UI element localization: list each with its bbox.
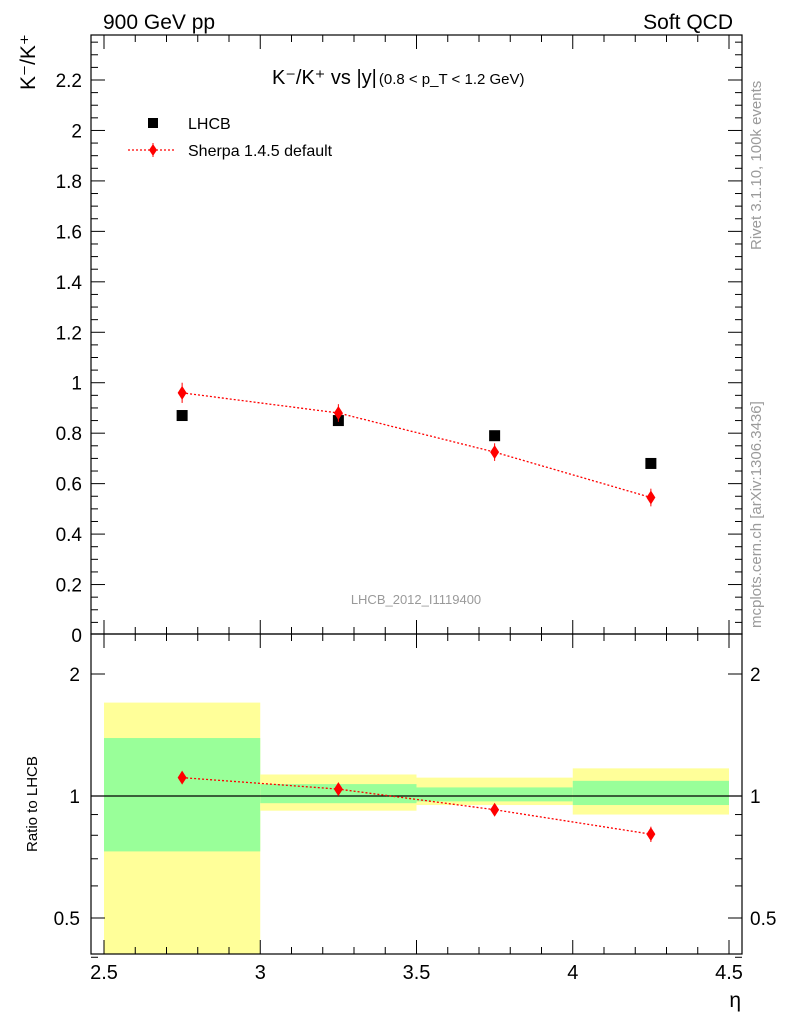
plot-title-main: K⁻/K⁺ vs |y| xyxy=(272,67,377,89)
y-tick-label: 1.6 xyxy=(56,222,82,243)
y-tick-label: 0.2 xyxy=(56,576,82,597)
y-tick-label: 0.8 xyxy=(56,424,82,445)
ratio-panel-layer xyxy=(91,702,742,954)
mcplots-credit-text: mcplots.cern.ch [arXiv:1306.3436] xyxy=(748,401,765,628)
data-marks-layer xyxy=(176,382,657,843)
y-tick-label: 0.6 xyxy=(56,475,82,496)
analysis-id-label: LHCB_2012_I1119400 xyxy=(351,592,481,607)
x-axis-label: η xyxy=(729,989,741,1012)
y-tick-label: 0 xyxy=(71,626,82,647)
legend-marker-sherpa xyxy=(149,144,157,156)
y-axis-label: K⁻/K⁺ xyxy=(17,34,40,90)
x-tick-label: 2.5 xyxy=(90,962,118,984)
ratio-band-inner xyxy=(572,780,729,806)
lhcb-point xyxy=(176,410,188,422)
legend: LHCB Sherpa 1.4.5 default xyxy=(128,116,333,160)
lhcb-point xyxy=(489,430,501,442)
axes-ticks-layer: 2.5 3 3.5 4 4.5 0 0.2 0.4 0.6 0.8 1 1.2 1.4 1.6 1.8 2 2.… xyxy=(54,35,776,984)
ratio-sherpa-point xyxy=(646,827,656,842)
ratio-band-inner xyxy=(416,787,573,802)
y-tick-label: 2.2 xyxy=(56,71,82,92)
x-tick-label: 3.5 xyxy=(403,962,431,984)
ratio-y-tick-label-right: 2 xyxy=(750,665,761,686)
ratio-y-tick-label-right: 0.5 xyxy=(750,909,776,930)
ratio-y-tick-label: 1 xyxy=(69,787,80,808)
plot-title-range: (0.8 < p_T < 1.2 GeV) xyxy=(379,71,525,88)
y-tick-label: 1.8 xyxy=(56,172,82,193)
x-tick-label: 4.5 xyxy=(715,962,743,984)
ratio-y-tick-label: 0.5 xyxy=(54,909,80,930)
y-tick-label: 1 xyxy=(71,374,82,395)
sherpa-point xyxy=(177,385,187,400)
x-tick-label: 4 xyxy=(567,962,578,984)
category-label: Soft QCD xyxy=(643,11,733,34)
ratio-sherpa-point xyxy=(333,782,343,797)
lhcb-point xyxy=(645,457,657,469)
y-tick-label: 1.2 xyxy=(56,323,82,344)
ratio-sherpa-point xyxy=(490,802,500,817)
ratio-y-tick-label: 2 xyxy=(69,665,80,686)
ratio-sherpa-line xyxy=(182,776,651,835)
sherpa-line xyxy=(182,392,652,499)
sherpa-point xyxy=(490,445,500,460)
sherpa-point xyxy=(646,490,656,505)
legend-marker-lhcb xyxy=(148,118,158,128)
ratio-y-axis-label: Ratio to LHCB xyxy=(24,756,41,852)
ratio-y-tick-label-right: 1 xyxy=(750,787,761,808)
x-tick-label: 3 xyxy=(255,962,266,984)
ratio-sherpa-point xyxy=(177,770,187,785)
sherpa-point xyxy=(333,406,343,420)
legend-label-lhcb: LHCB xyxy=(188,116,231,133)
energy-label: 900 GeV pp xyxy=(103,11,215,34)
y-tick-label: 2 xyxy=(71,121,82,142)
ratio-band-inner xyxy=(104,738,261,852)
legend-label-sherpa: Sherpa 1.4.5 default xyxy=(188,143,333,160)
plot-title: K⁻/K⁺ vs |y| (0.8 < p_T < 1.2 GeV) xyxy=(272,67,525,89)
rivet-version-text: Rivet 3.1.10, 100k events xyxy=(748,81,765,250)
y-tick-label: 0.4 xyxy=(56,525,83,546)
y-tick-label: 1.4 xyxy=(56,273,83,294)
